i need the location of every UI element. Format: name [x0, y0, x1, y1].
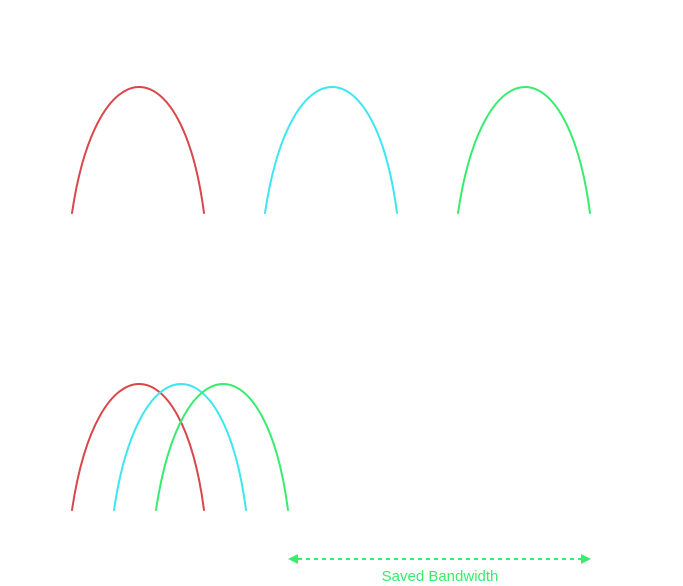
top-carrier-1-curve	[71, 86, 205, 214]
saved-bandwidth-label: Saved Bandwidth	[381, 568, 499, 585]
top-carrier-3-curve	[457, 86, 591, 214]
bottom-carrier-2-curve	[113, 383, 247, 511]
saved-bandwidth-arrow	[288, 554, 591, 564]
arrow-head-right-icon	[581, 554, 591, 564]
bottom-carrier-3-curve	[155, 383, 289, 511]
top-row-non-overlapping-carriers	[71, 86, 591, 214]
top-carrier-2-curve	[264, 86, 398, 214]
bottom-carrier-1-curve	[71, 383, 205, 511]
arrow-head-left-icon	[288, 554, 298, 564]
bottom-row-overlapping-carriers	[71, 383, 289, 511]
